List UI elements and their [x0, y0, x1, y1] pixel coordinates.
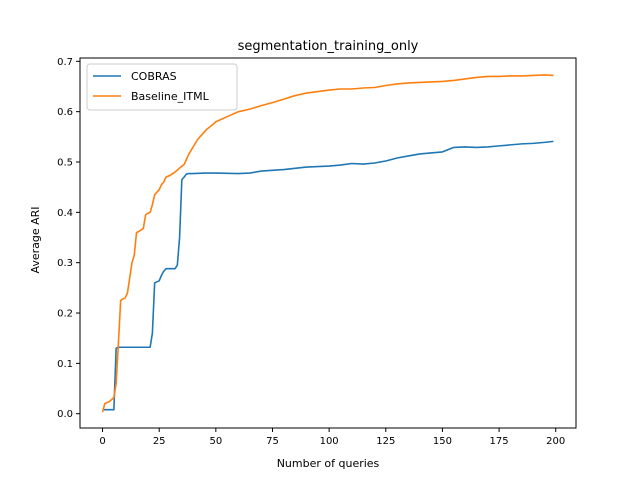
y-tick-label: 0.1: [57, 359, 73, 370]
x-tick-label: 25: [153, 436, 166, 447]
series-line-cobras: [102, 140, 554, 411]
x-tick-label: 0: [99, 436, 105, 447]
y-tick-label: 0.6: [57, 107, 73, 118]
legend: COBRAS Baseline_ITML: [86, 63, 238, 111]
x-tick-label: 175: [490, 436, 509, 447]
axes-frame: [79, 57, 577, 429]
x-axis-label: Number of queries: [277, 457, 380, 470]
y-tick-label: 0.3: [57, 258, 73, 269]
y-tick-label: 0.7: [57, 57, 73, 68]
x-axis-ticks: 0 25 50 75 100 125 150 175 200: [99, 428, 565, 447]
plot-area: [101, 74, 554, 413]
x-tick-label: 100: [320, 436, 339, 447]
y-tick-label: 0.5: [57, 158, 73, 169]
y-axis-ticks: 0.0 0.1 0.2 0.3 0.4 0.5 0.6 0.7: [57, 57, 80, 420]
x-tick-label: 50: [209, 436, 222, 447]
chart-title: segmentation_training_only: [238, 39, 419, 54]
y-tick-label: 0.4: [57, 208, 73, 219]
x-tick-label: 150: [433, 436, 452, 447]
y-axis-label: Average ARI: [29, 206, 42, 273]
y-tick-label: 0.2: [57, 309, 73, 320]
x-tick-label: 125: [376, 436, 395, 447]
x-tick-label: 200: [546, 436, 565, 447]
legend-label: COBRAS: [131, 70, 177, 83]
x-tick-label: 75: [266, 436, 279, 447]
y-tick-label: 0.0: [57, 409, 73, 420]
legend-label: Baseline_ITML: [131, 90, 210, 103]
series-line-baseline-itml: [101, 74, 554, 413]
legend-box: [86, 63, 238, 111]
